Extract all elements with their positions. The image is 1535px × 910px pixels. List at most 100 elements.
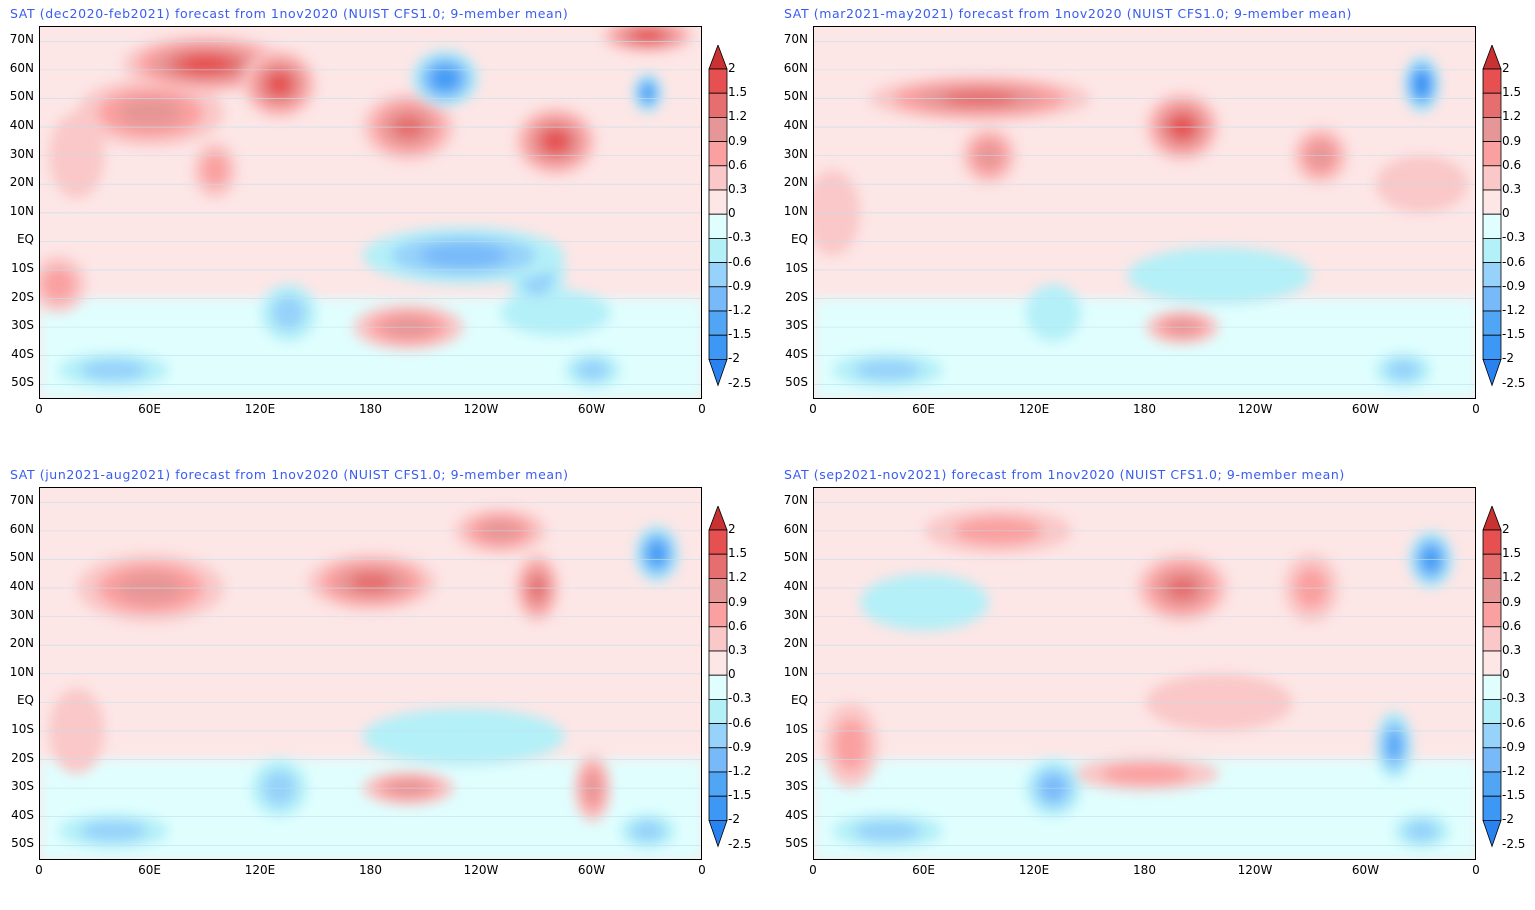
latitude-label: 20S [11,750,34,765]
colorbar-bin [1482,674,1502,700]
longitude-label: 120W [1237,863,1273,877]
colorbar-bin [708,602,728,628]
colorbar-label: -1.2 [728,303,752,317]
colorbar-label: -1.5 [1502,788,1526,803]
latitude-label: 20S [785,289,808,304]
anomaly-region [183,56,229,72]
colorbar-label: -1.5 [728,327,752,342]
latitude-label: 30N [9,607,34,622]
colorbar-label: -2 [1502,812,1514,827]
colorbar-label: 1.2 [1502,570,1522,585]
colorbar-label: 0.3 [1502,643,1522,657]
colorbar-bin [708,578,728,604]
panel-title: SAT (sep2021-nov2021) forecast from 1nov… [784,467,1345,482]
colorbar-label: -1.2 [1502,303,1526,317]
latitude-label: 50N [9,89,34,104]
colorbar-bin [708,262,728,288]
longitude-label: 120W [1237,402,1273,416]
anomaly-region [834,719,868,771]
anomaly-region [1417,77,1426,91]
colorbar-bin [708,237,728,263]
colorbar-bin [708,553,728,579]
colorbar-bin [708,723,728,749]
latitude-label: 40S [785,346,808,361]
colorbar-min-arrow [708,358,728,387]
anomaly-region [1127,247,1312,305]
colorbar-bin [1482,237,1502,263]
latitude-label: 20S [785,750,808,765]
colorbar-bin [1482,602,1502,628]
latitude-label: EQ [16,693,34,708]
longitude-label: 180 [1133,402,1156,416]
colorbar-bin [1482,553,1502,579]
forecast-panel: SAT (sep2021-nov2021) forecast from 1nov… [774,467,1535,910]
anomaly-region [269,74,290,94]
colorbar-label: -0.3 [728,230,752,245]
colorbar-max-arrow [708,506,728,531]
latitude-label: 20N [9,636,34,651]
anomaly-region [420,243,507,268]
longitude-label: 60W [1351,402,1380,416]
anomaly-map [813,487,1476,860]
colorbar-label: 0.9 [728,133,748,148]
colorbar [708,506,728,848]
colorbar-min-arrow [1482,358,1502,387]
colorbar-bin [708,165,728,191]
longitude-label: 0 [35,402,43,416]
colorbar-label: 2 [1502,522,1510,536]
anomaly-region [631,820,665,842]
latitude-label: 70N [9,493,34,508]
latitude-label: 50S [11,375,34,390]
anomaly-region [1387,733,1401,757]
colorbar-label: 0.3 [1502,182,1522,196]
anomaly-region [860,573,989,631]
longitude-label: 120E [1018,402,1050,416]
colorbar-label: 1.5 [728,546,748,561]
colorbar-label: 0.6 [1502,157,1522,172]
latitude-label: 30S [785,779,808,794]
anomaly-region [854,359,921,381]
colorbar-label: 2 [1502,61,1510,75]
anomaly-region [1101,763,1190,785]
latitude-label: 30S [11,318,34,333]
anomaly-region [1025,284,1082,342]
longitude-label: 120E [244,863,276,877]
longitude-label: 60E [138,863,161,877]
latitude-label: 50N [783,89,808,104]
colorbar-label: -1.5 [1502,327,1526,342]
colorbar-label: 1.5 [1502,85,1522,100]
anomaly-region [350,572,393,592]
colorbar-label: -1.2 [728,764,752,778]
colorbar-label: -0.6 [1502,254,1526,269]
latitude-label: 10N [783,203,808,218]
colorbar-bin [1482,747,1502,773]
latitude-label: 10N [9,664,34,679]
forecast-panel: SAT (mar2021-may2021) forecast from 1nov… [774,6,1535,449]
colorbar-label: 1.2 [728,109,748,124]
anomaly-region [575,359,610,381]
colorbar-label: 0.9 [1502,594,1522,609]
colorbar-bin [1482,141,1502,167]
colorbar-bin [708,334,728,360]
anomaly-region [272,295,306,330]
latitude-label: EQ [790,693,808,708]
colorbar-bin [1482,771,1502,797]
colorbar-label: 0 [1502,206,1510,221]
anomaly-region [362,708,565,766]
latitude-label: 10S [11,260,34,275]
colorbar-max-arrow [708,45,728,70]
colorbar-label: 1.2 [1502,109,1522,124]
colorbar-bin [708,626,728,652]
latitude-label: 40N [783,118,808,133]
colorbar [708,45,728,387]
colorbar-label: 0.9 [1502,133,1522,148]
latitude-label: 40S [11,807,34,822]
panel-title: SAT (dec2020-feb2021) forecast from 1nov… [10,6,569,21]
colorbar-label: 2 [728,522,736,536]
panel-title: SAT (jun2021-aug2021) forecast from 1nov… [10,467,569,482]
colorbar-bin [1482,723,1502,749]
colorbar-label: -2 [728,812,740,827]
colorbar-label: 0.6 [728,618,748,633]
colorbar-bin [1482,68,1502,94]
colorbar-bin [1482,698,1502,724]
